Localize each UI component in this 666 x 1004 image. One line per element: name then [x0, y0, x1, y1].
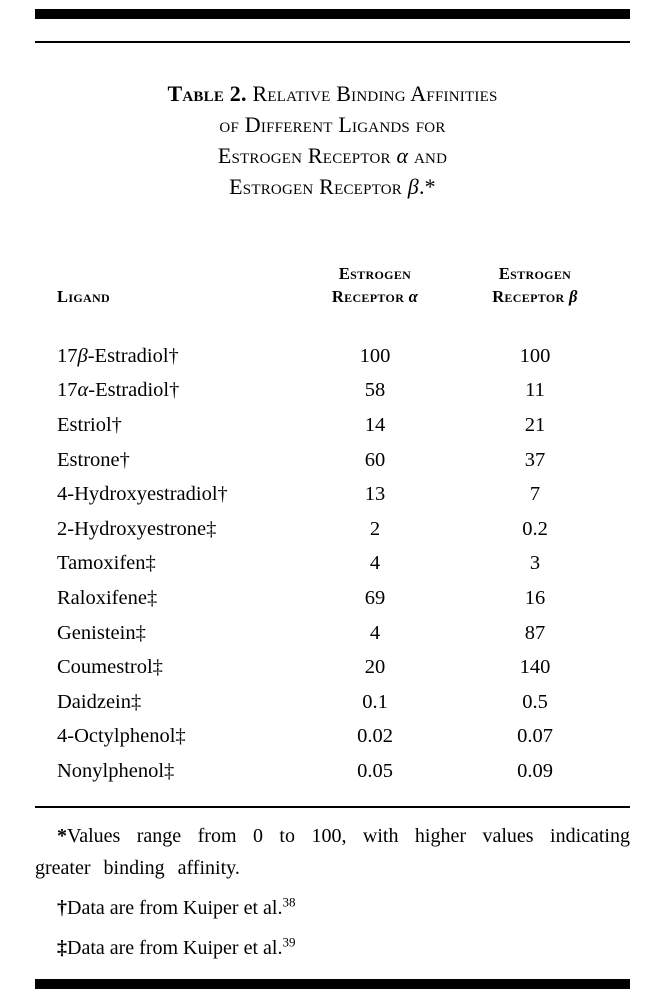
er-alpha-value: 58 [364, 379, 386, 402]
er-alpha-value: 0.02 [357, 725, 393, 748]
er-alpha-value: 100 [359, 344, 391, 367]
er-alpha-value: 20 [364, 656, 386, 679]
column-header-er-beta: Estrogen Receptor β [460, 262, 610, 308]
column-header-er-alpha: Estrogen Receptor α [290, 262, 460, 308]
table-title: Table 2. Relative Binding Affinities of D… [35, 78, 630, 202]
ligand-name: 4-Octylphenol‡ [57, 725, 186, 748]
footnote: *Values range from 0 to 100, with higher… [35, 824, 630, 879]
table-row: Estriol† 14 21 [35, 408, 630, 443]
table-body: 17β-Estradiol† 100 100 17α-Estradiol† 58 11 Es… [35, 339, 630, 789]
er-beta-value: 0.07 [517, 725, 553, 748]
column-header-line: Estrogen [338, 264, 412, 283]
table-title-line: Estrogen Receptor α and [217, 143, 448, 168]
er-alpha-value: 14 [364, 413, 386, 436]
column-header-line: Receptor β [492, 287, 578, 306]
table-row: Genistein‡ 4 87 [35, 616, 630, 651]
er-alpha-value: 0.1 [362, 690, 388, 713]
ligand-name: Coumestrol‡ [57, 656, 163, 679]
table-row: Tamoxifen‡ 4 3 [35, 547, 630, 582]
footnote: ‡Data are from Kuiper et al.39 [57, 934, 296, 959]
er-beta-value: 7 [529, 483, 541, 506]
er-beta-value: 16 [524, 586, 546, 609]
footnote-marker: * [57, 824, 67, 847]
er-beta-value: 21 [524, 413, 546, 436]
footnote-marker: ‡ [57, 936, 67, 959]
footnote-divider-rule [35, 805, 630, 808]
ligand-name: 17α-Estradiol† [57, 379, 180, 402]
greek-letter: α [396, 143, 409, 168]
ligand-name: 2-Hydroxyestrone‡ [57, 517, 217, 540]
er-alpha-value: 60 [364, 448, 386, 471]
ligand-name: Genistein‡ [57, 621, 146, 644]
table-number-label: Table 2. [167, 81, 253, 106]
column-header-ligand: Ligand [57, 287, 110, 306]
greek-letter: β [569, 287, 578, 306]
er-beta-value: 0.5 [522, 690, 548, 713]
greek-letter: α [408, 287, 419, 306]
top-thin-rule [35, 41, 630, 43]
er-alpha-value: 69 [364, 586, 386, 609]
greek-letter: α [77, 379, 89, 402]
er-beta-value: 3 [529, 552, 541, 575]
er-alpha-value: 13 [364, 483, 386, 506]
binding-affinity-table: Ligand Estrogen Receptor α Estrogen Recept… [35, 262, 630, 789]
er-beta-value: 87 [524, 621, 546, 644]
er-beta-value: 37 [524, 448, 546, 471]
table-title-line: of Different Ligands for [219, 112, 446, 137]
ligand-name: Raloxifene‡ [57, 586, 158, 609]
table-row: 4-Hydroxyestradiol† 13 7 [35, 477, 630, 512]
ligand-name: 4-Hydroxyestradiol† [57, 483, 228, 506]
er-alpha-value: 2 [369, 517, 381, 540]
footnote-reference-number: 39 [282, 934, 296, 950]
table-row: 2-Hydroxyestrone‡ 2 0.2 [35, 512, 630, 547]
table-row: Daidzein‡ 0.1 0.5 [35, 685, 630, 720]
ligand-name: Tamoxifen‡ [57, 552, 156, 575]
table-row: 17α-Estradiol† 58 11 [35, 374, 630, 409]
greek-letter: β [407, 174, 419, 199]
table-row: Raloxifene‡ 69 16 [35, 581, 630, 616]
footnotes: *Values range from 0 to 100, with higher… [35, 820, 630, 964]
table-row: Nonylphenol‡ 0.05 0.09 [35, 754, 630, 789]
er-beta-value: 0.2 [522, 517, 548, 540]
footnote-marker: † [57, 896, 67, 919]
table-row: 4-Octylphenol‡ 0.02 0.07 [35, 720, 630, 755]
er-beta-value: 100 [519, 344, 551, 367]
er-alpha-value: 4 [369, 621, 381, 644]
table-title-line: Estrogen Receptor β.* [229, 174, 436, 199]
table-title-line: Table 2. Relative Binding Affinities [167, 81, 498, 106]
table-row: Coumestrol‡ 20 140 [35, 650, 630, 685]
ligand-name: Estrone† [57, 448, 130, 471]
ligand-name: Daidzein‡ [57, 690, 142, 713]
er-beta-value: 11 [525, 379, 545, 402]
footnote-reference-number: 38 [282, 894, 296, 910]
bottom-thick-rule [35, 978, 630, 989]
ligand-name: Nonylphenol‡ [57, 759, 175, 782]
footnote: †Data are from Kuiper et al.38 [57, 894, 296, 919]
column-header-line: Estrogen [498, 264, 572, 283]
table-row: Estrone† 60 37 [35, 443, 630, 478]
table-row: 17β-Estradiol† 100 100 [35, 339, 630, 374]
table-header-row: Ligand Estrogen Receptor α Estrogen Recept… [35, 262, 630, 308]
ligand-name: 17β-Estradiol† [57, 344, 179, 367]
er-beta-value: 140 [519, 656, 551, 679]
greek-letter: β [77, 344, 88, 367]
er-beta-value: 0.09 [517, 759, 553, 782]
top-thick-rule [35, 9, 630, 19]
er-alpha-value: 4 [369, 552, 381, 575]
er-alpha-value: 0.05 [357, 759, 393, 782]
column-header-line: Receptor α [331, 287, 419, 306]
ligand-name: Estriol† [57, 413, 122, 436]
